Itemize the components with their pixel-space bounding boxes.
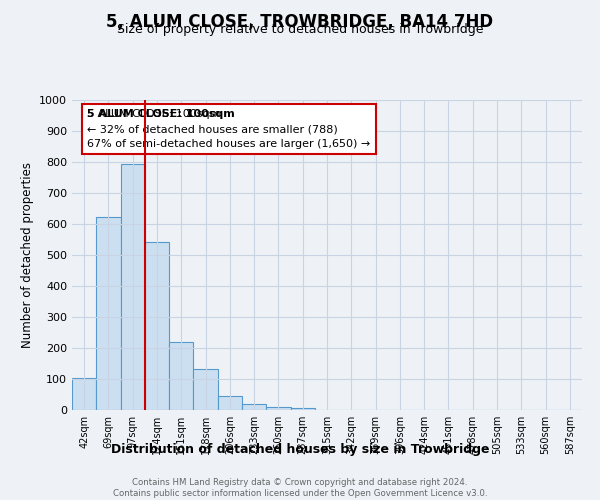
Bar [193, 369, 218, 410]
Text: Size of property relative to detached houses in Trowbridge: Size of property relative to detached ho… [117, 22, 483, 36]
Text: 5 ALUM CLOSE: 100sqm: 5 ALUM CLOSE: 100sqm [88, 110, 235, 164]
Text: 5, ALUM CLOSE, TROWBRIDGE, BA14 7HD: 5, ALUM CLOSE, TROWBRIDGE, BA14 7HD [106, 12, 494, 30]
Text: Contains HM Land Registry data © Crown copyright and database right 2024.
Contai: Contains HM Land Registry data © Crown c… [113, 478, 487, 498]
Bar [96, 217, 121, 410]
Bar [145, 242, 169, 410]
Bar [266, 407, 290, 410]
Text: 5 ALUM CLOSE: 100sqm
← 32% of detached houses are smaller (788)
67% of semi-deta: 5 ALUM CLOSE: 100sqm ← 32% of detached h… [88, 110, 371, 149]
Y-axis label: Number of detached properties: Number of detached properties [20, 162, 34, 348]
Bar [121, 164, 145, 410]
Bar [72, 378, 96, 410]
Text: Distribution of detached houses by size in Trowbridge: Distribution of detached houses by size … [111, 442, 489, 456]
Bar [218, 396, 242, 410]
Bar [169, 342, 193, 410]
Bar [290, 408, 315, 410]
Bar [242, 404, 266, 410]
